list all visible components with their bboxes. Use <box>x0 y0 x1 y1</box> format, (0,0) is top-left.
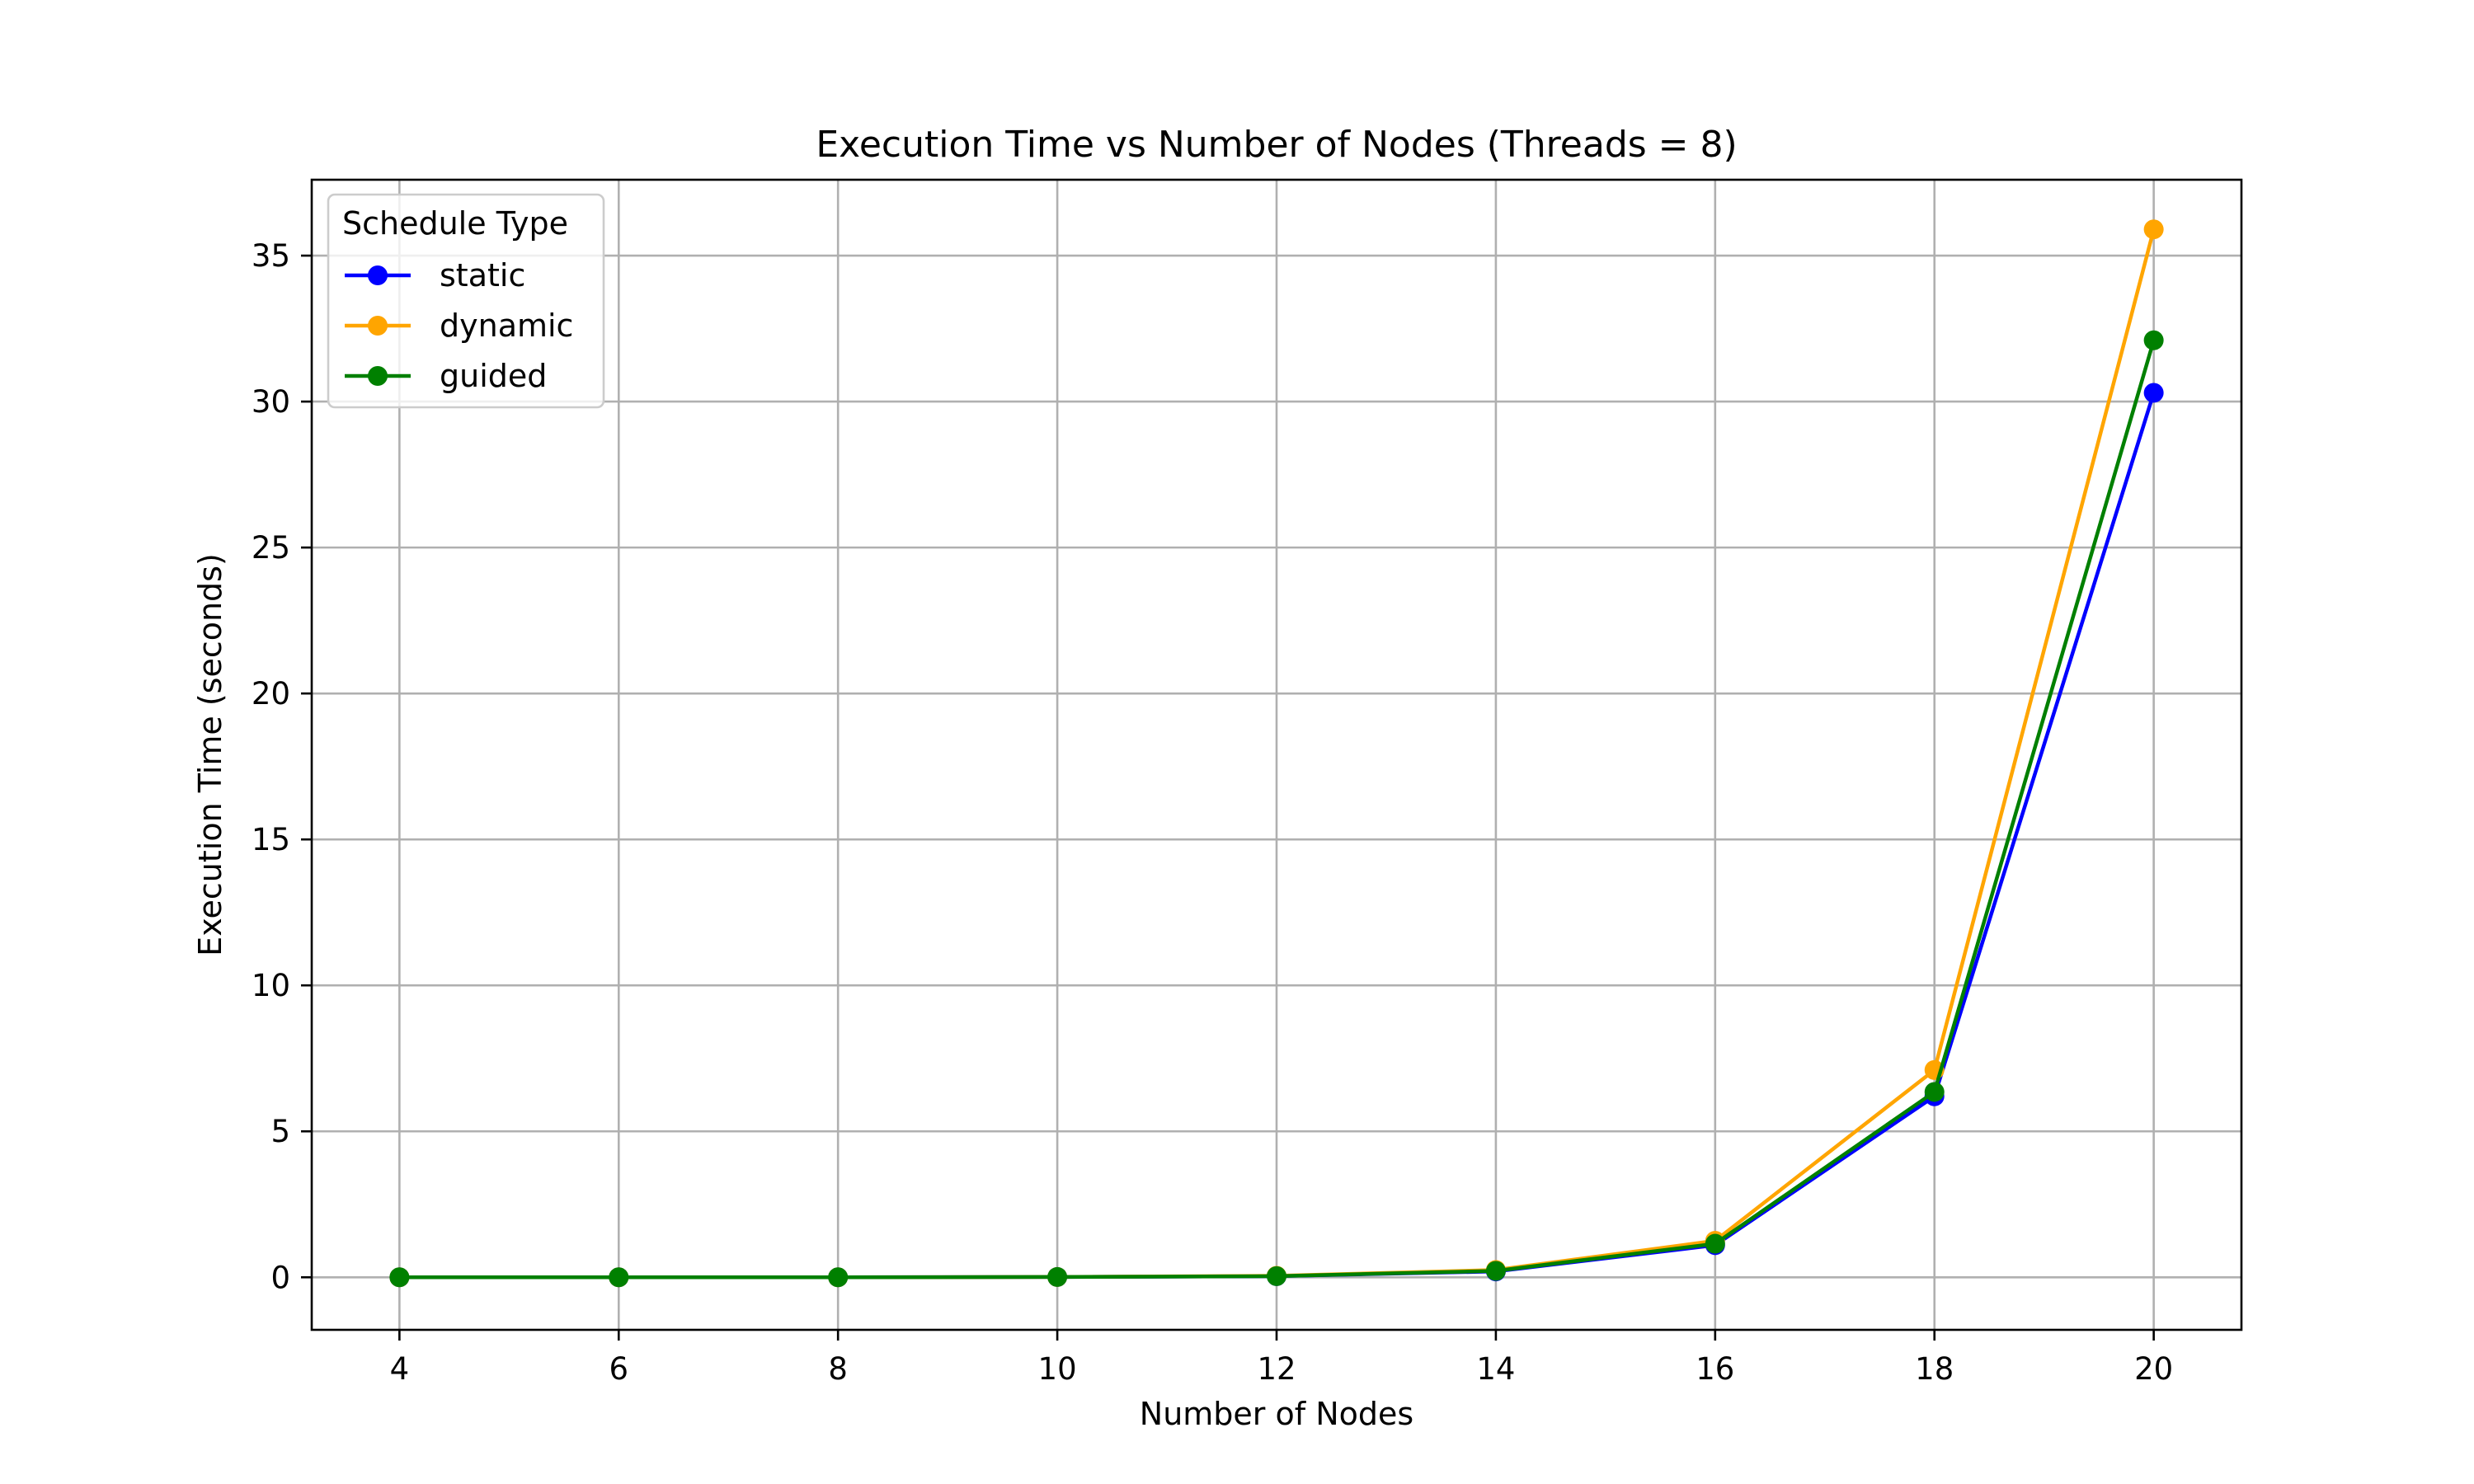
data-point-static <box>2143 383 2164 403</box>
legend: Schedule Type static dynamic guided <box>327 193 605 409</box>
chart-title: Execution Time vs Number of Nodes (Threa… <box>816 124 1737 166</box>
y-tick-label: 10 <box>252 968 290 1003</box>
data-point-guided <box>1267 1266 1286 1286</box>
y-tick-label: 0 <box>270 1260 290 1295</box>
x-tick-label: 6 <box>609 1351 628 1387</box>
x-tick-label: 4 <box>390 1351 410 1387</box>
legend-label: guided <box>440 358 547 394</box>
x-tick-label: 10 <box>1038 1351 1077 1387</box>
legend-entry-dynamic: dynamic <box>345 308 573 344</box>
legend-swatch-marker <box>368 366 388 386</box>
axis-ticks: 4 6 8 10 12 14 16 18 20 0 5 10 15 20 25 30 35 <box>252 238 2173 1387</box>
data-point-guided <box>609 1267 629 1288</box>
data-point-guided <box>1924 1082 1945 1102</box>
x-tick-label: 12 <box>1257 1351 1296 1387</box>
data-point-dynamic <box>2143 219 2164 240</box>
legend-label: static <box>440 257 525 294</box>
legend-title: Schedule Type <box>342 205 568 242</box>
data-point-guided <box>828 1267 849 1288</box>
y-tick-label: 5 <box>270 1114 290 1149</box>
x-tick-label: 14 <box>1476 1351 1515 1387</box>
x-tick-label: 8 <box>828 1351 848 1387</box>
data-point-guided <box>1485 1261 1506 1281</box>
legend-swatch-marker <box>368 265 388 285</box>
series-layer <box>389 219 2164 1288</box>
y-tick-label: 30 <box>252 384 290 420</box>
x-axis-label: Number of Nodes <box>1140 1396 1413 1432</box>
legend-swatch-marker <box>368 316 388 336</box>
x-tick-label: 18 <box>1915 1351 1954 1387</box>
y-axis-label: Execution Time (seconds) <box>192 553 228 956</box>
x-tick-label: 20 <box>2134 1351 2173 1387</box>
data-point-guided <box>389 1267 410 1288</box>
legend-label: dynamic <box>440 308 573 344</box>
y-tick-label: 25 <box>252 530 290 566</box>
y-tick-label: 35 <box>252 238 290 274</box>
legend-entry-guided: guided <box>345 358 547 394</box>
x-tick-label: 16 <box>1696 1351 1734 1387</box>
y-tick-label: 15 <box>252 822 290 857</box>
data-point-guided <box>1705 1233 1725 1254</box>
y-tick-label: 20 <box>252 676 290 711</box>
data-point-guided <box>2143 330 2164 350</box>
legend-box <box>327 193 605 409</box>
legend-entries: static dynamic guided <box>345 257 573 394</box>
legend-entry-static: static <box>345 257 525 294</box>
series-guided <box>389 330 2164 1288</box>
data-point-guided <box>1047 1266 1068 1287</box>
